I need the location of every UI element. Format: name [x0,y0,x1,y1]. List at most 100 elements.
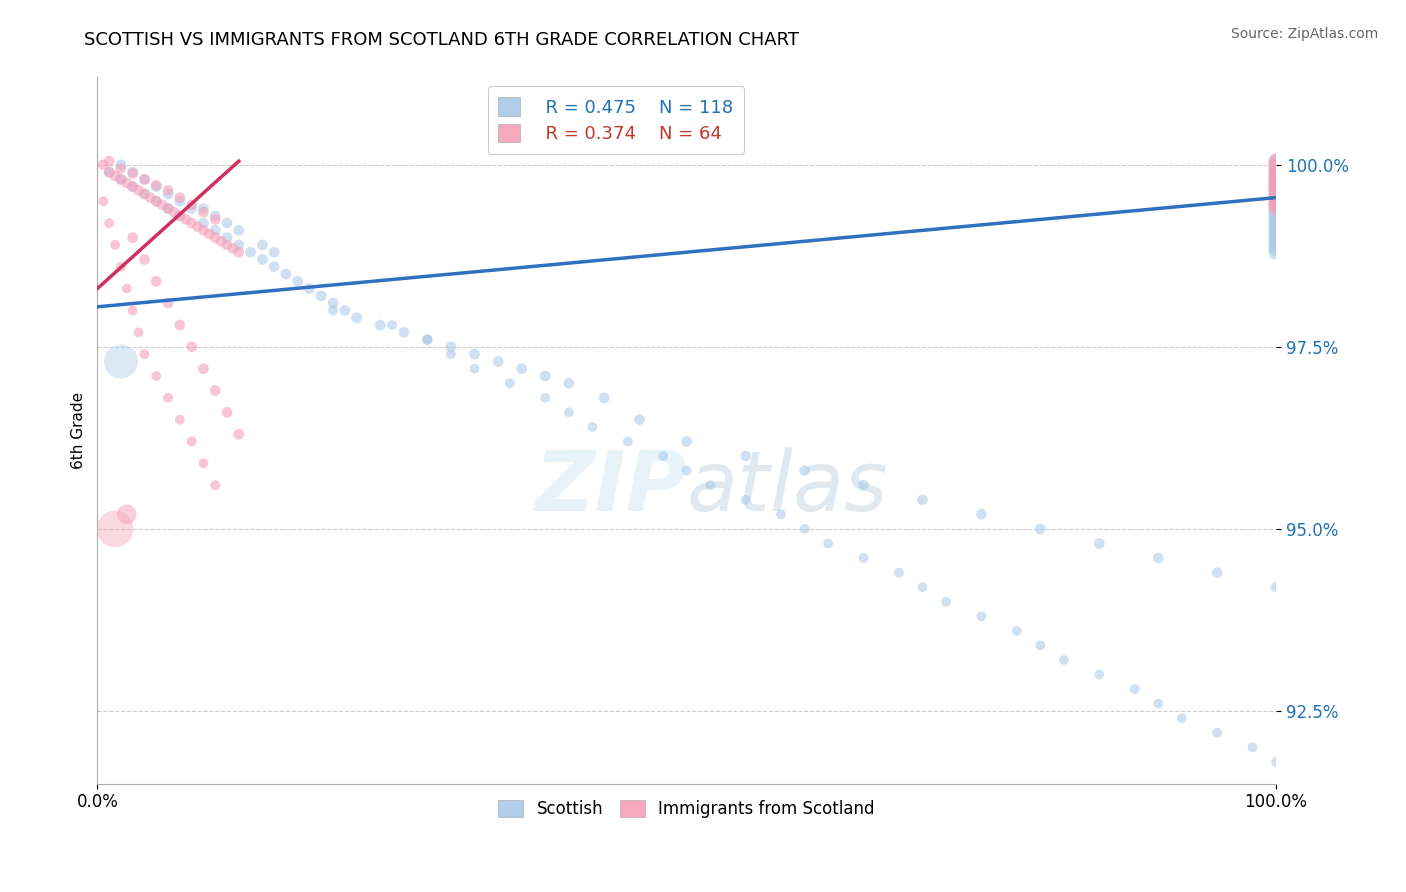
Point [1265,219,1288,234]
Point [180,198,202,212]
Point [98,216,121,230]
Point [204,230,226,244]
Point [139,191,162,205]
Point [1147,697,1170,711]
Point [1265,202,1288,216]
Point [311,289,333,303]
Point [128,326,150,340]
Point [793,464,815,478]
Point [239,245,262,260]
Point [381,318,404,332]
Point [252,238,274,252]
Point [1265,172,1288,186]
Point [252,252,274,267]
Point [793,522,815,536]
Point [1147,551,1170,566]
Point [110,172,132,186]
Point [368,318,391,332]
Point [1265,191,1288,205]
Point [440,347,463,361]
Point [322,296,344,310]
Point [228,427,250,442]
Point [193,456,215,470]
Point [1265,172,1288,186]
Point [104,522,127,536]
Point [104,238,127,252]
Point [204,212,226,227]
Point [115,282,138,296]
Point [558,405,581,419]
Point [1265,242,1288,256]
Point [970,609,993,624]
Point [298,282,321,296]
Point [91,158,114,172]
Text: ZIP: ZIP [534,447,686,527]
Point [110,354,132,368]
Point [1265,194,1288,209]
Point [628,412,651,426]
Point [1265,223,1288,237]
Point [215,405,238,419]
Point [145,179,167,194]
Point [134,186,156,201]
Point [204,384,226,398]
Point [593,391,616,405]
Point [150,198,173,212]
Point [263,245,285,260]
Point [215,238,238,252]
Point [134,172,156,186]
Point [1265,179,1288,194]
Point [346,310,368,325]
Point [1206,566,1229,580]
Point [180,202,202,216]
Point [157,183,180,197]
Point [1088,536,1111,550]
Point [169,412,191,426]
Point [734,492,756,507]
Point [104,169,127,183]
Point [416,333,439,347]
Point [228,238,250,252]
Point [169,209,191,223]
Point [228,245,250,260]
Point [1265,230,1288,244]
Point [1265,169,1288,183]
Legend: Scottish, Immigrants from Scotland: Scottish, Immigrants from Scotland [492,793,882,825]
Point [1265,154,1288,169]
Point [486,354,509,368]
Point [1265,191,1288,205]
Point [110,158,132,172]
Point [699,478,721,492]
Point [1265,158,1288,172]
Text: SCOTTISH VS IMMIGRANTS FROM SCOTLAND 6TH GRADE CORRELATION CHART: SCOTTISH VS IMMIGRANTS FROM SCOTLAND 6TH… [84,31,800,49]
Point [193,216,215,230]
Point [263,260,285,274]
Point [1265,755,1288,769]
Point [198,227,221,241]
Point [169,318,191,332]
Point [115,176,138,190]
Point [157,296,180,310]
Point [617,434,640,449]
Point [1265,212,1288,227]
Point [499,376,522,391]
Point [91,194,114,209]
Point [464,361,486,376]
Point [121,167,143,181]
Point [1265,176,1288,190]
Point [1265,209,1288,223]
Point [110,161,132,176]
Point [115,508,138,522]
Point [110,172,132,186]
Point [145,368,167,383]
Point [652,449,675,463]
Point [440,340,463,354]
Point [1265,205,1288,219]
Point [134,172,156,186]
Point [510,361,533,376]
Y-axis label: 6th Grade: 6th Grade [72,392,86,469]
Point [1123,682,1146,697]
Point [1265,165,1288,179]
Point [1265,179,1288,194]
Point [1005,624,1028,638]
